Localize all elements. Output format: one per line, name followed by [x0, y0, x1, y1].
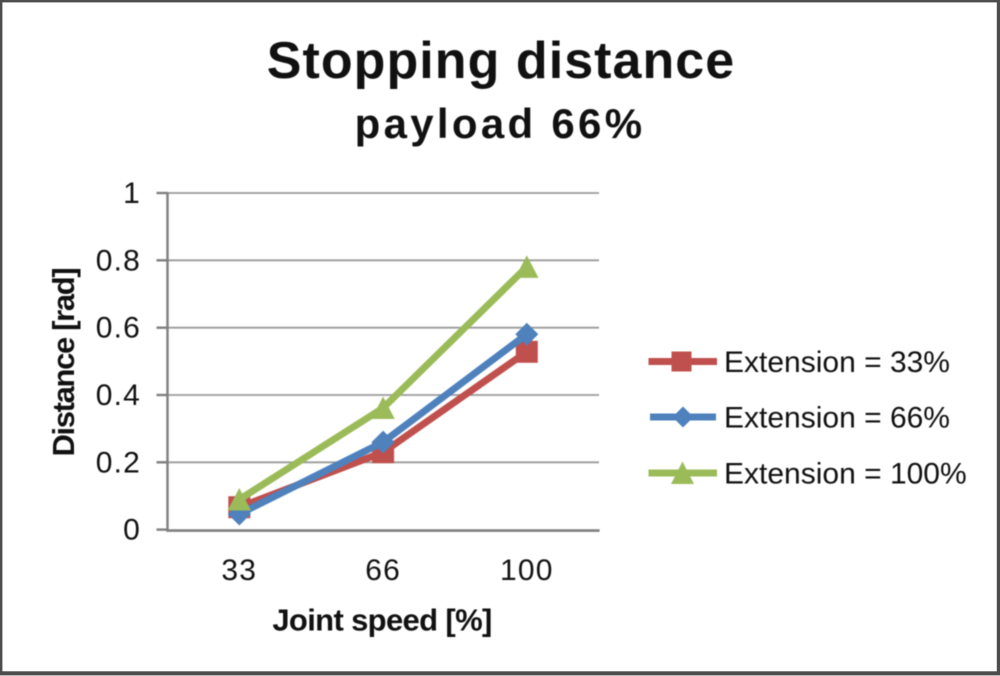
svg-text:66: 66	[365, 554, 401, 587]
svg-text:Joint speed [%]: Joint speed [%]	[272, 603, 491, 638]
svg-text:0.2: 0.2	[96, 446, 141, 479]
svg-text:1: 1	[123, 177, 141, 210]
svg-text:Extension = 66%: Extension = 66%	[724, 402, 950, 435]
svg-text:0.8: 0.8	[96, 244, 141, 277]
svg-text:Extension = 33%: Extension = 33%	[724, 346, 950, 379]
svg-text:payload 66%: payload 66%	[355, 100, 646, 147]
svg-text:0.6: 0.6	[96, 312, 141, 345]
svg-text:Distance [rad]: Distance [rad]	[46, 269, 81, 457]
svg-text:Stopping distance: Stopping distance	[267, 32, 736, 90]
svg-text:Extension = 100%: Extension = 100%	[724, 458, 967, 491]
svg-text:0.4: 0.4	[96, 379, 141, 412]
svg-text:0: 0	[123, 514, 141, 547]
svg-text:100: 100	[500, 554, 554, 587]
svg-text:33: 33	[221, 554, 257, 587]
